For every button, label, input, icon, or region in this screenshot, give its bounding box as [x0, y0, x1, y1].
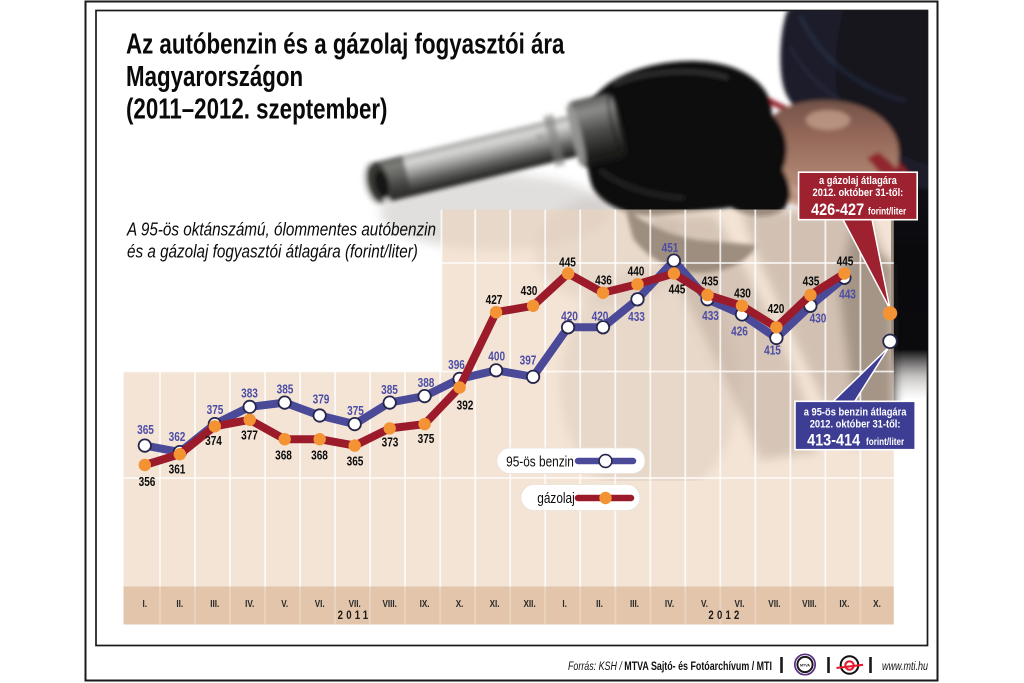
svg-text:V.: V. [281, 598, 288, 609]
svg-text:392: 392 [457, 400, 474, 413]
svg-text:365: 365 [347, 456, 364, 469]
svg-text:420: 420 [592, 310, 609, 323]
svg-text:A 95-ös oktánszámú, ólommentes: A 95-ös oktánszámú, ólommentes autóbenzi… [126, 219, 436, 240]
svg-text:361: 361 [169, 464, 186, 477]
svg-text:430: 430 [810, 313, 827, 326]
svg-text:430: 430 [521, 285, 538, 298]
svg-text:362: 362 [169, 431, 186, 444]
svg-text:426-427: 426-427 [811, 201, 864, 219]
svg-text:MTVA: MTVA [800, 663, 810, 667]
svg-text:375: 375 [347, 405, 364, 418]
svg-text:435: 435 [803, 276, 820, 289]
svg-text:I.: I. [562, 598, 567, 609]
svg-text:2012: 2012 [708, 609, 742, 622]
svg-text:II.: II. [596, 598, 603, 609]
svg-text:IX.: IX. [420, 598, 430, 609]
svg-text:www.mti.hu: www.mti.hu [882, 661, 928, 673]
svg-text:III.: III. [210, 598, 219, 609]
svg-text:445: 445 [837, 256, 854, 269]
svg-text:VIII.: VIII. [802, 598, 816, 609]
svg-text:Magyarországon: Magyarországon [126, 61, 303, 92]
svg-text:III.: III. [630, 598, 639, 609]
svg-text:430: 430 [734, 288, 751, 301]
svg-text:426: 426 [731, 326, 748, 339]
svg-text:X.: X. [873, 598, 881, 609]
svg-text:V.: V. [701, 598, 708, 609]
svg-text:VII.: VII. [768, 598, 780, 609]
svg-text:445: 445 [669, 284, 686, 297]
svg-text:385: 385 [277, 384, 294, 397]
svg-text:XI.: XI. [490, 598, 500, 609]
svg-text:(2011–2012. szeptember): (2011–2012. szeptember) [126, 94, 387, 125]
svg-text:375: 375 [207, 404, 224, 417]
svg-text:forint/liter: forint/liter [866, 436, 905, 447]
svg-text:433: 433 [702, 310, 719, 323]
svg-text:2012. október 31-től:: 2012. október 31-től: [813, 187, 904, 199]
svg-text:95-ös benzin: 95-ös benzin [506, 453, 574, 470]
svg-text:2012. október 31-től:: 2012. október 31-től: [810, 419, 901, 431]
svg-text:368: 368 [275, 450, 292, 463]
svg-text:427: 427 [486, 294, 503, 307]
svg-text:IV.: IV. [665, 598, 674, 609]
svg-text:a 95-ös benzin átlagára: a 95-ös benzin átlagára [804, 407, 907, 419]
svg-text:415: 415 [764, 344, 781, 357]
svg-text:413-414: 413-414 [807, 431, 860, 449]
svg-text:II.: II. [176, 598, 183, 609]
svg-text:és a gázolaj fogyasztói átlagá: és a gázolaj fogyasztói átlagára (forint… [127, 241, 418, 262]
svg-text:440: 440 [628, 266, 645, 279]
svg-text:92: 92 [535, 130, 547, 142]
svg-text:IX.: IX. [839, 598, 849, 609]
svg-text:436: 436 [595, 275, 612, 288]
svg-text:373: 373 [382, 437, 399, 450]
svg-text:420: 420 [768, 303, 785, 316]
svg-text:Az autóbenzin és a gázolaj fog: Az autóbenzin és a gázolaj fogyasztói ár… [126, 29, 565, 60]
svg-text:396: 396 [448, 359, 465, 372]
svg-text:443: 443 [839, 289, 856, 302]
svg-text:VII.: VII. [349, 598, 361, 609]
svg-text:420: 420 [561, 310, 578, 323]
svg-text:451: 451 [662, 242, 679, 255]
svg-text:379: 379 [313, 394, 330, 407]
svg-text:IV.: IV. [245, 598, 254, 609]
svg-text:385: 385 [381, 384, 398, 397]
svg-text:383: 383 [241, 388, 258, 401]
svg-text:VI.: VI. [315, 598, 325, 609]
svg-text:433: 433 [628, 311, 645, 324]
svg-text:a gázolaj átlagára: a gázolaj átlagára [819, 175, 897, 187]
svg-text:VI.: VI. [735, 598, 745, 609]
svg-text:445: 445 [559, 257, 576, 270]
svg-text:400: 400 [488, 351, 505, 364]
svg-text:gázolaj: gázolaj [537, 490, 575, 507]
svg-text:356: 356 [139, 476, 156, 489]
svg-text:388: 388 [418, 377, 435, 390]
svg-text:X.: X. [456, 598, 464, 609]
svg-text:377: 377 [241, 430, 258, 443]
svg-text:374: 374 [205, 435, 222, 448]
svg-text:Forrás: KSH / MTVA Sajtó- és F: Forrás: KSH / MTVA Sajtó- és Fotóarchívu… [568, 661, 772, 673]
svg-text:435: 435 [702, 276, 719, 289]
svg-text:368: 368 [311, 450, 328, 463]
svg-text:I.: I. [143, 598, 148, 609]
svg-text:2011: 2011 [338, 609, 372, 622]
svg-text:397: 397 [520, 355, 537, 368]
svg-text:XII.: XII. [523, 598, 535, 609]
svg-text:forint/liter: forint/liter [868, 206, 907, 217]
svg-text:365: 365 [137, 424, 154, 437]
svg-text:VIII.: VIII. [382, 598, 396, 609]
svg-text:375: 375 [418, 433, 435, 446]
